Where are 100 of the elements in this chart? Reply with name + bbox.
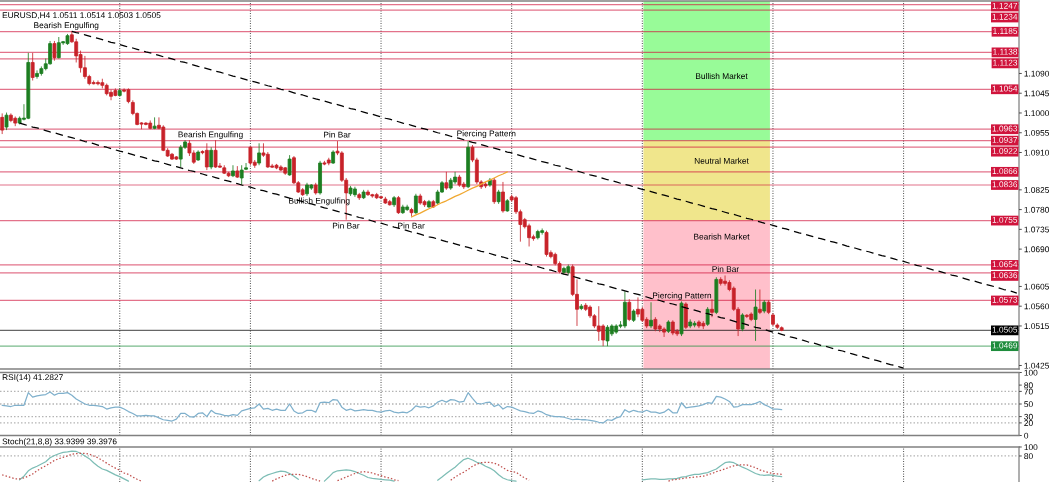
candlestick bbox=[692, 320, 697, 328]
candlestick bbox=[705, 306, 710, 327]
candlestick bbox=[239, 164, 244, 186]
candlestick bbox=[662, 326, 666, 338]
candlestick bbox=[749, 311, 754, 322]
band-label: Neutral Market bbox=[694, 157, 749, 164]
candlestick bbox=[697, 319, 701, 329]
candlestick bbox=[636, 297, 640, 318]
y-tick-label: 1.1045 bbox=[1024, 90, 1049, 97]
candlestick bbox=[627, 298, 632, 322]
ref-line-label: 1.0866 bbox=[992, 168, 1018, 175]
candlestick bbox=[257, 142, 262, 166]
ref-line-label: 1.0654 bbox=[992, 261, 1018, 268]
candlestick bbox=[501, 181, 505, 214]
y-tick-label: 80 bbox=[1024, 382, 1033, 389]
band-label: Bullish Market bbox=[696, 72, 748, 80]
candlestick bbox=[614, 323, 619, 335]
candlestick bbox=[152, 116, 157, 130]
candlestick bbox=[305, 182, 309, 197]
candlestick bbox=[688, 318, 693, 329]
candlestick bbox=[653, 316, 658, 332]
candlestick bbox=[148, 120, 153, 130]
candlestick bbox=[170, 152, 174, 161]
candlestick bbox=[387, 199, 392, 207]
candlestick bbox=[566, 264, 571, 275]
annotation: Bearish Engulfing bbox=[34, 22, 99, 30]
y-tick-label: 30 bbox=[1024, 413, 1033, 420]
y-tick-label: 20 bbox=[1024, 420, 1033, 426]
candlestick bbox=[505, 198, 510, 213]
y-tick-label: 0 bbox=[1024, 432, 1029, 439]
y-tick-label: 70 bbox=[1024, 388, 1033, 395]
candlestick bbox=[196, 149, 201, 162]
candlestick bbox=[0, 113, 5, 135]
candlestick bbox=[56, 36, 61, 59]
candlestick bbox=[374, 192, 379, 200]
candlestick bbox=[235, 165, 240, 179]
candlestick bbox=[274, 163, 279, 170]
candlestick bbox=[535, 229, 540, 240]
annotation: Bearish Engulfing bbox=[178, 131, 243, 140]
candlestick bbox=[418, 193, 423, 206]
ref-line-label: 1.1054 bbox=[992, 85, 1018, 92]
candlestick bbox=[444, 171, 449, 191]
candlestick bbox=[757, 289, 762, 315]
y-tick-label: 1.0825 bbox=[1024, 187, 1049, 193]
candlestick bbox=[331, 149, 336, 165]
ref-line-label: 1.1185 bbox=[993, 28, 1018, 34]
candlestick bbox=[48, 40, 52, 66]
candlestick bbox=[26, 52, 31, 120]
ref-line-label: 1.0573 bbox=[992, 296, 1018, 303]
candlestick bbox=[409, 207, 414, 218]
y-tick-label: 1.0735 bbox=[1024, 226, 1049, 233]
ref-line-label: 1.1247 bbox=[992, 2, 1018, 9]
candlestick bbox=[318, 160, 322, 196]
candlestick bbox=[348, 185, 353, 197]
text: EURUSD,H4 1.0511 1.0514 1.0503 1.0505 bbox=[2, 12, 161, 20]
y-tick-label: 1.0605 bbox=[1024, 283, 1049, 290]
candlestick bbox=[52, 40, 57, 62]
candlestick bbox=[431, 199, 436, 209]
candlestick bbox=[204, 142, 209, 171]
ref-line-label: 1.1138 bbox=[993, 48, 1018, 55]
ref-line-label: 1.0937 bbox=[992, 136, 1018, 143]
candlestick bbox=[248, 145, 253, 166]
ref-line-label: 1.0922 bbox=[992, 147, 1018, 154]
ref-line-label: 1.0963 bbox=[992, 125, 1018, 132]
annotation: Pin Bar bbox=[712, 265, 739, 273]
annotation: Pin Bar bbox=[398, 222, 425, 229]
ref-line-label: 1.1123 bbox=[993, 59, 1018, 66]
candlestick bbox=[104, 83, 109, 96]
y-tick-label: 1.0910 bbox=[1024, 149, 1050, 156]
ref-line-label: 1.0469 bbox=[992, 342, 1018, 349]
candlestick bbox=[209, 146, 214, 170]
candlestick bbox=[666, 319, 671, 334]
candlestick bbox=[322, 160, 327, 166]
candlestick bbox=[213, 139, 218, 169]
candlestick bbox=[701, 320, 706, 330]
y-tick-label: 1.0690 bbox=[1024, 246, 1050, 253]
ref-line-label: 1.1234 bbox=[992, 13, 1018, 20]
candlestick bbox=[313, 182, 318, 196]
candlestick bbox=[231, 164, 235, 178]
candlestick bbox=[361, 189, 366, 200]
candlestick bbox=[366, 189, 370, 197]
candlestick bbox=[222, 164, 227, 175]
candlestick bbox=[631, 308, 636, 323]
y-tick-label: 1.0560 bbox=[1024, 303, 1050, 310]
candlestick bbox=[766, 299, 771, 315]
candlestick bbox=[287, 154, 292, 177]
candlestick bbox=[710, 298, 714, 318]
candlestick bbox=[779, 325, 784, 332]
candlestick bbox=[483, 181, 488, 189]
candlestick bbox=[174, 155, 179, 161]
y-tick-label: 1.1090 bbox=[1024, 70, 1050, 77]
candlestick bbox=[544, 230, 549, 257]
candlestick bbox=[396, 195, 401, 215]
candlestick bbox=[427, 199, 431, 209]
candlestick bbox=[283, 166, 288, 176]
candlestick bbox=[13, 116, 18, 127]
candlestick bbox=[679, 300, 684, 337]
candlestick bbox=[457, 174, 462, 188]
candlestick bbox=[492, 177, 497, 205]
candlestick bbox=[670, 319, 675, 336]
